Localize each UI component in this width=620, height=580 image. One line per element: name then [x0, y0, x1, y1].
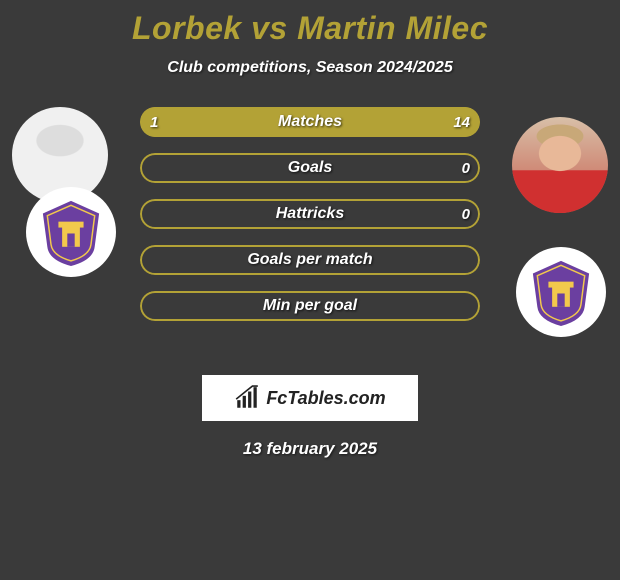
chart-icon	[234, 385, 260, 411]
comparison-card: Lorbek vs Martin Milec Club competitions…	[0, 0, 620, 459]
page-title: Lorbek vs Martin Milec	[0, 0, 620, 47]
subtitle: Club competitions, Season 2024/2025	[0, 59, 620, 77]
stat-bar-label: Matches	[140, 107, 480, 137]
content-area: Matches114Goals0Hattricks0Goals per matc…	[0, 107, 620, 367]
player-right-photo	[512, 117, 608, 213]
player-face-icon	[512, 117, 608, 213]
stat-value-right: 0	[452, 199, 480, 229]
stat-bar: Goals per match	[140, 245, 480, 275]
stat-bar-label: Min per goal	[140, 291, 480, 321]
stat-bar-label: Goals per match	[140, 245, 480, 275]
date-label: 13 february 2025	[0, 439, 620, 459]
stat-bars: Matches114Goals0Hattricks0Goals per matc…	[140, 107, 480, 337]
stat-bar: Min per goal	[140, 291, 480, 321]
stat-bar-label: Goals	[140, 153, 480, 183]
stat-value-left: 1	[140, 107, 168, 137]
stat-bar: Hattricks0	[140, 199, 480, 229]
stat-value-right: 14	[443, 107, 480, 137]
branding-text: FcTables.com	[266, 388, 385, 409]
player-left-club-logo	[26, 187, 116, 277]
branding-badge: FcTables.com	[202, 375, 418, 421]
club-crest-icon	[524, 255, 598, 329]
stat-bar: Goals0	[140, 153, 480, 183]
stat-bar: Matches1 14	[140, 107, 480, 137]
stat-value-right: 0	[452, 153, 480, 183]
club-crest-icon	[34, 195, 108, 269]
stat-bar-label: Hattricks	[140, 199, 480, 229]
player-right-club-logo	[516, 247, 606, 337]
